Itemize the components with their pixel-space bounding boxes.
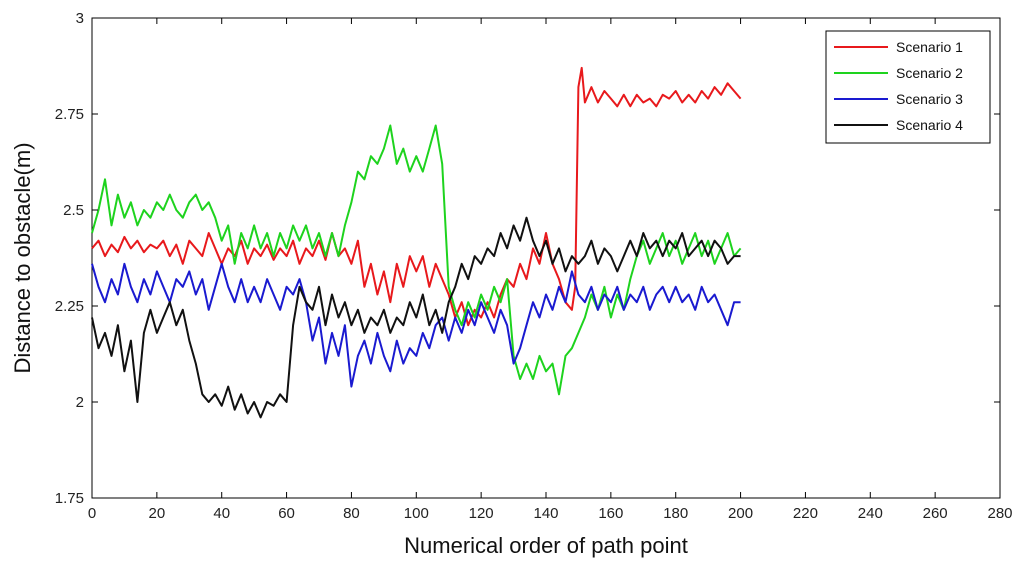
- ticks-layer: 0 20 40 60 80 100 120 140 160 180 200 220 240 260 280 1…: [55, 10, 1013, 522]
- legend: Scenario 1 Scenario 2 Scenario 3 Scenario 4: [825, 30, 991, 144]
- x-tick-label: 260: [923, 505, 948, 522]
- x-axis-label: Numerical order of path point: [404, 533, 688, 558]
- x-tick-label: 100: [404, 505, 429, 522]
- y-tick-label: 2.75: [55, 106, 84, 123]
- series-line-3: [91, 262, 741, 388]
- x-tick-label: 200: [728, 505, 753, 522]
- x-tick-label: 140: [533, 505, 558, 522]
- legend-label-3: Scenario 3: [896, 91, 963, 107]
- y-tick-label: 2: [76, 394, 84, 411]
- series-line-2: [91, 124, 742, 396]
- y-tick-label: 3: [76, 10, 84, 27]
- series-line-4: [91, 216, 741, 419]
- x-tick-label: 180: [663, 505, 688, 522]
- y-tick-label: 2.5: [63, 202, 84, 219]
- y-tick-label: 1.75: [55, 490, 84, 507]
- x-tick-label: 240: [858, 505, 883, 522]
- x-tick-label: 220: [793, 505, 818, 522]
- x-tick-label: 280: [987, 505, 1012, 522]
- series-line-1: [91, 66, 742, 327]
- x-tick-label: 120: [469, 505, 494, 522]
- y-axis-label: Distance to obstacle(m): [10, 142, 35, 373]
- x-tick-label: 80: [343, 505, 360, 522]
- y-tick-label: 2.25: [55, 298, 84, 315]
- x-tick-label: 40: [213, 505, 230, 522]
- x-tick-label: 0: [88, 505, 96, 522]
- x-tick-label: 60: [278, 505, 295, 522]
- series-layer: [91, 66, 742, 419]
- legend-label-4: Scenario 4: [896, 117, 963, 133]
- x-tick-label: 160: [598, 505, 623, 522]
- x-tick-label: 20: [149, 505, 166, 522]
- legend-label-2: Scenario 2: [896, 65, 963, 81]
- legend-label-1: Scenario 1: [896, 39, 963, 55]
